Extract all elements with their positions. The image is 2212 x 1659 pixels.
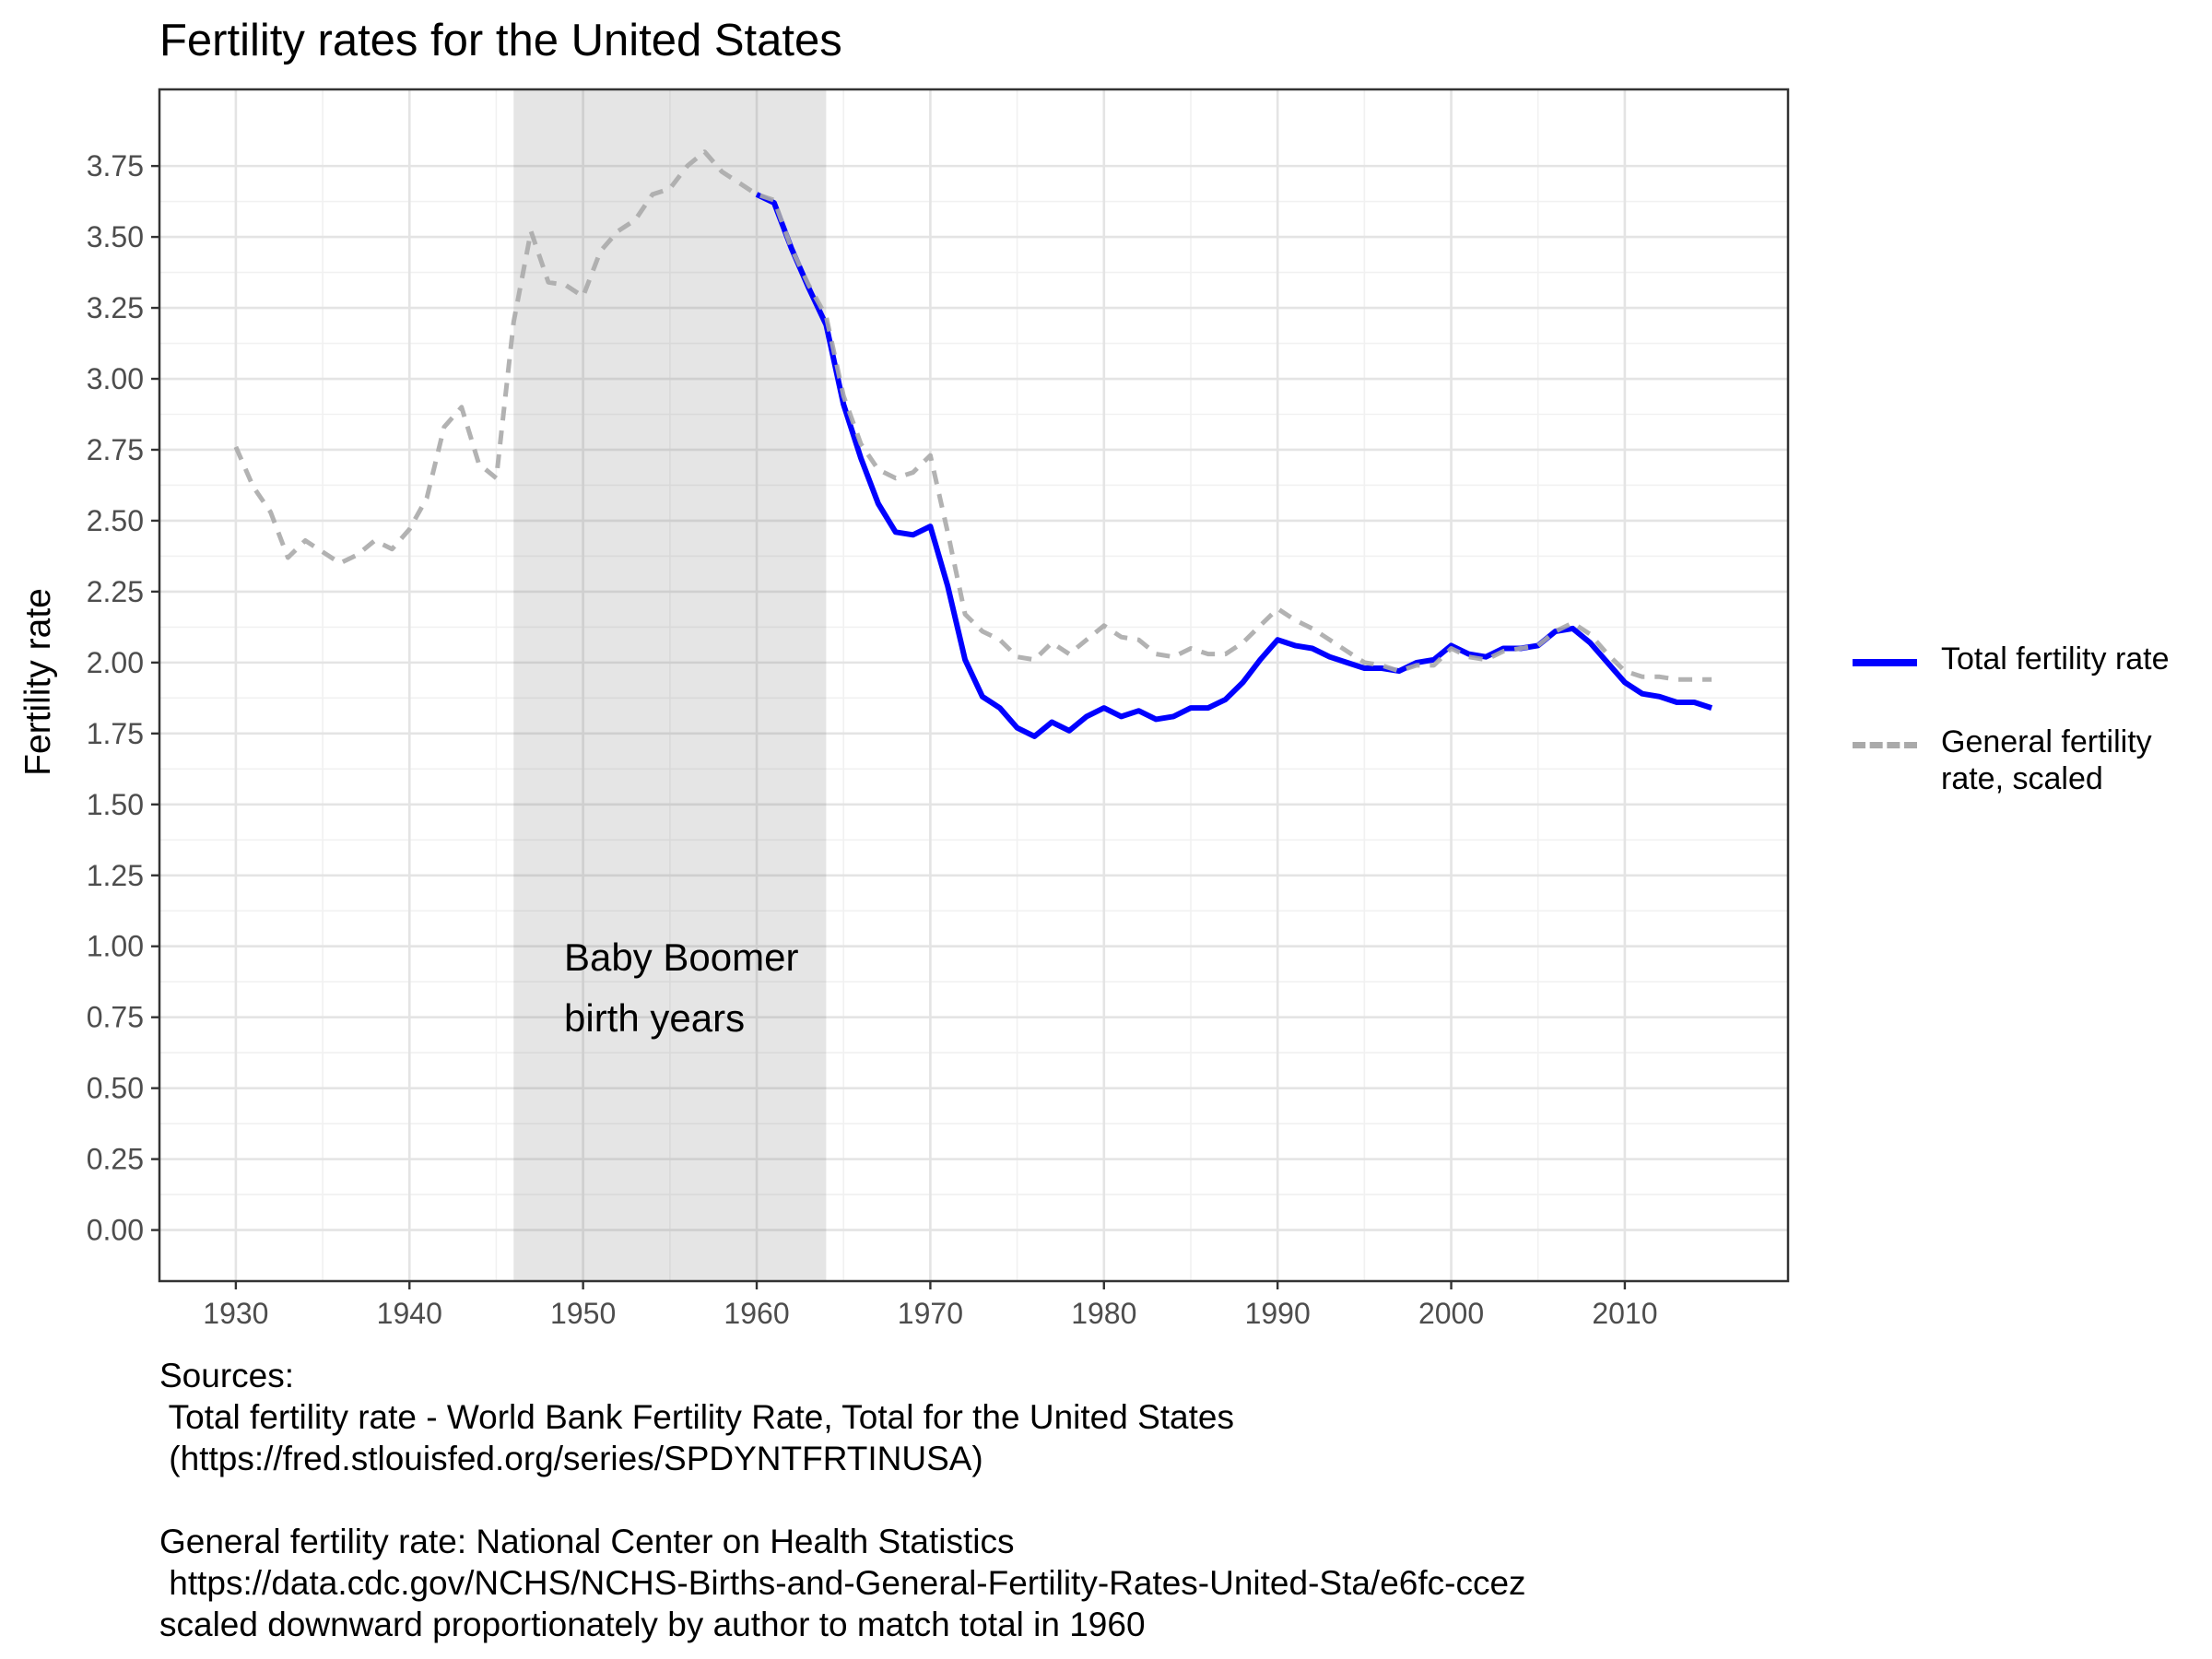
caption-line-1: Sources: [159,1357,295,1394]
y-tick-label: 2.00 [87,646,144,679]
axis-ticks: 0.00 0.25 0.50 0.75 1.00 1.25 1.50 1.75 2.00 2.25… [87,149,1658,1330]
shaded-region-label: Baby Boomer birth years [564,927,798,1049]
y-tick-label: 0.75 [87,1001,144,1034]
caption-line-7: scaled downward proportionately by autho… [159,1606,1146,1643]
shaded-region-label-line-1: Baby Boomer [564,935,799,979]
x-tick-label: 1990 [1245,1297,1311,1330]
shaded-region [513,89,827,1281]
x-tick-label: 1970 [898,1297,963,1330]
legend-label-general: General fertility rate, scaled [1941,724,2152,796]
x-tick-label: 2000 [1418,1297,1484,1330]
chart-title: Fertility rates for the United States [159,16,842,65]
y-tick-label: 3.25 [87,291,144,324]
caption-line-2: Total fertility rate - World Bank Fertil… [159,1398,1234,1436]
y-tick-label: 2.50 [87,504,144,537]
y-tick-label: 0.25 [87,1143,144,1176]
shaded-region-layer [513,89,827,1281]
caption-line-3: (https://fred.stlouisfed.org/series/SPDY… [159,1440,983,1477]
shaded-region-label-line-2: birth years [564,996,746,1040]
y-tick-label: 3.50 [87,220,144,253]
y-tick-label: 0.00 [87,1214,144,1247]
y-tick-label: 0.50 [87,1072,144,1105]
caption: Sources: Total fertility rate - World Ba… [159,1355,1526,1645]
x-tick-label: 1940 [377,1297,442,1330]
x-tick-label: 2010 [1592,1297,1657,1330]
caption-line-6: https://data.cdc.gov/NCHS/NCHS-Births-an… [159,1564,1526,1602]
grid [159,89,1788,1281]
x-tick-label: 1980 [1071,1297,1136,1330]
y-tick-label: 1.00 [87,930,144,963]
caption-line-5: General fertility rate: National Center … [159,1523,1015,1560]
y-tick-label: 1.75 [87,717,144,750]
x-tick-label: 1960 [724,1297,789,1330]
y-tick-label: 2.25 [87,575,144,608]
y-tick-label: 3.75 [87,149,144,182]
legend-label-total: Total fertility rate [1941,641,2170,677]
caption-line-4 [159,1479,1526,1521]
panel-background [159,89,1788,1281]
y-tick-label: 3.00 [87,362,144,395]
series-layer [233,149,1713,739]
y-axis-label: Fertility rate [18,588,58,776]
x-tick-label: 1930 [203,1297,268,1330]
y-tick-label: 2.75 [87,433,144,466]
y-tick-label: 1.50 [87,788,144,821]
legend-key-dashed-line [1853,742,1917,748]
legend-key-solid-line [1853,659,1917,666]
panel-border [158,88,1790,1283]
y-tick-label: 1.25 [87,859,144,892]
series-line-total-fertility-rate [755,192,1713,739]
x-tick-label: 1950 [550,1297,616,1330]
